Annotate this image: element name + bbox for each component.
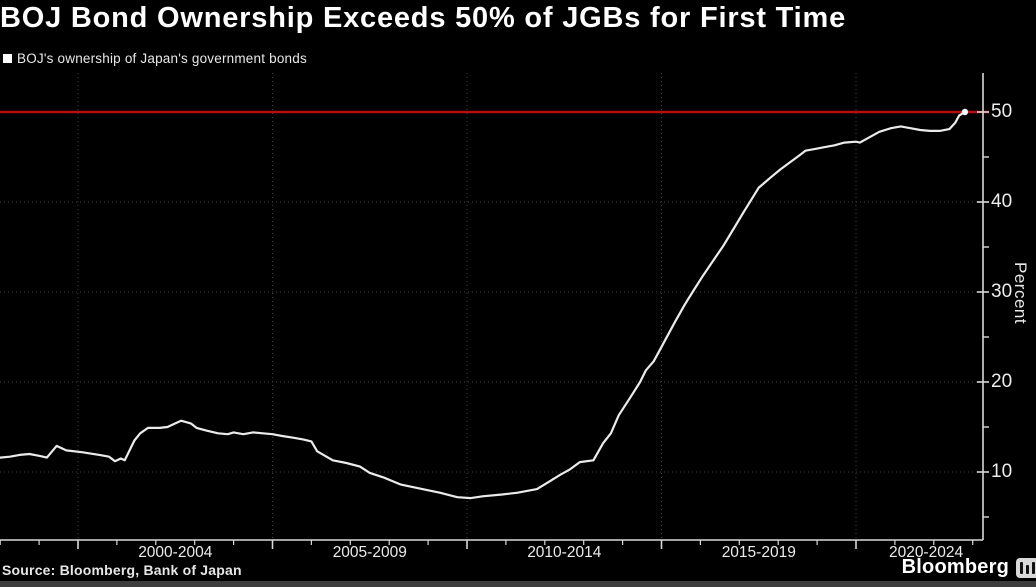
- chart-title: BOJ Bond Ownership Exceeds 50% of JGBs f…: [0, 2, 847, 34]
- x-tick-label: 2000-2004: [138, 544, 213, 561]
- bloomberg-wordmark: Bloomberg: [901, 556, 1009, 578]
- bottom-strip: [0, 581, 1036, 587]
- legend-label: BOJ's ownership of Japan's government bo…: [17, 51, 307, 66]
- y-tick-label: 20: [991, 371, 1013, 392]
- terminal-icon: [1016, 557, 1036, 578]
- legend: BOJ's ownership of Japan's government bo…: [3, 51, 307, 66]
- y-tick-label: 40: [991, 191, 1013, 212]
- y-tick-label: 50: [991, 101, 1013, 122]
- source-text: Source: Bloomberg, Bank of Japan: [2, 562, 242, 578]
- x-tick-label: 2010-2014: [527, 544, 602, 561]
- y-axis-title: Percent: [1011, 262, 1030, 325]
- y-tick-label: 30: [991, 281, 1013, 302]
- x-tick-label: 2005-2009: [332, 544, 407, 561]
- legend-swatch-icon: [3, 54, 12, 63]
- x-tick-label: 2020-2024: [888, 544, 964, 561]
- y-tick-label: 10: [991, 461, 1013, 482]
- bloomberg-logo: Bloomberg: [902, 556, 1036, 579]
- x-tick-label: 2015-2019: [721, 544, 796, 561]
